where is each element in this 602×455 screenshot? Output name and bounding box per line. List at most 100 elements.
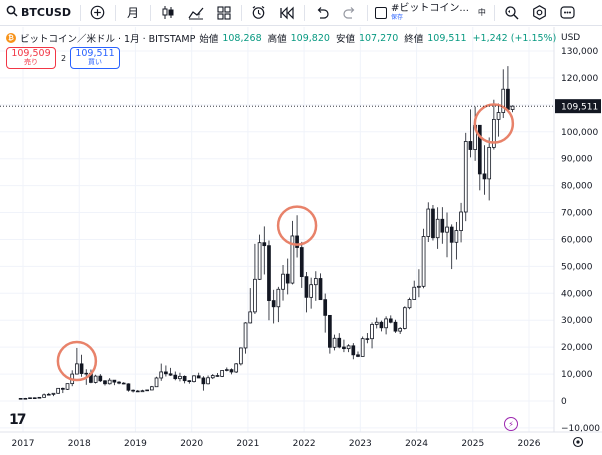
candle [384, 316, 388, 335]
undo-button[interactable] [308, 0, 336, 26]
alert-button[interactable] [245, 0, 273, 26]
candle-body [154, 377, 159, 388]
layout-menu-button[interactable]: #ビットコイン... 保存 [371, 0, 473, 26]
candle [182, 375, 187, 384]
candle [417, 269, 421, 298]
indicators-button[interactable]: f [182, 0, 210, 26]
fullscreen-button[interactable] [554, 0, 582, 26]
candle-body [276, 288, 281, 308]
candle-body [360, 338, 365, 357]
replay-button[interactable] [273, 0, 301, 26]
candle [487, 137, 492, 201]
candle-body [51, 392, 56, 395]
open-value: 108,268 [222, 32, 262, 44]
time-axis [0, 432, 602, 455]
symbol-search-button[interactable]: BTCUSD [0, 0, 77, 26]
settings-button[interactable] [526, 0, 554, 26]
x-tick-label: 2018 [68, 439, 91, 449]
candle-body [351, 345, 356, 356]
chart-type-button[interactable] [154, 0, 182, 26]
high-label: 高値 [267, 34, 287, 45]
candle [440, 207, 445, 244]
candle-body [365, 338, 370, 340]
candle-body [107, 379, 112, 385]
candle-body [140, 390, 145, 393]
candle [492, 99, 496, 150]
candle-body [201, 377, 206, 385]
candle-body [313, 278, 318, 286]
candle-body [126, 383, 131, 391]
interval-button[interactable]: 月 [119, 0, 147, 26]
candle [243, 322, 248, 354]
price-chart[interactable]: USD130,000120,000110,000100,00090,00080,… [0, 27, 602, 455]
candle [454, 221, 459, 260]
compare-symbol-button[interactable] [84, 0, 112, 26]
buy-button[interactable]: 109,511 買い [70, 47, 120, 69]
candle [496, 103, 501, 137]
candle-body [224, 369, 229, 371]
candle [290, 220, 295, 285]
candle [431, 205, 435, 241]
candle [313, 271, 318, 301]
quick-search-button[interactable] [498, 0, 526, 26]
replay-icon [280, 6, 294, 19]
candle-body [46, 393, 51, 396]
candle-body [75, 363, 79, 375]
candle [449, 224, 454, 270]
candle [459, 202, 463, 243]
candle-body [234, 363, 239, 373]
candle [299, 241, 304, 288]
plus-circle-icon [91, 5, 105, 20]
candle [285, 258, 290, 295]
candle-body [135, 390, 140, 393]
candle-body [384, 318, 388, 329]
redo-button[interactable] [336, 0, 364, 26]
candle [56, 387, 60, 394]
flash-icon[interactable]: ⚡ [504, 417, 518, 431]
candle [18, 398, 23, 400]
candle [281, 265, 285, 301]
y-tick-label: 120,000 [561, 74, 598, 84]
candle-body [421, 236, 426, 287]
chart-pane[interactable]: USD130,000120,000110,000100,00090,00080,… [0, 27, 602, 455]
axis-settings-icon[interactable] [572, 436, 584, 448]
candle [75, 347, 79, 375]
candle [28, 397, 32, 399]
candle-body [32, 397, 37, 399]
toolbar-divider [114, 4, 116, 21]
candle [501, 69, 506, 119]
candle [149, 385, 154, 391]
candle [337, 333, 342, 349]
candle-body [239, 347, 243, 365]
candle-body [393, 321, 398, 332]
highlight-circle [276, 205, 318, 246]
candle-body [492, 118, 496, 148]
candle [46, 392, 51, 396]
undo-icon [317, 6, 329, 19]
y-tick-label: 70,000 [561, 209, 593, 219]
candle-body [431, 208, 435, 239]
candle [135, 389, 140, 393]
candle-body [435, 218, 440, 239]
candle [196, 372, 201, 379]
candle-body [271, 300, 276, 308]
tradingview-logo[interactable]: 17 [9, 412, 27, 428]
y-tick-label: 90,000 [561, 155, 593, 165]
candle-body [18, 398, 23, 400]
candle [131, 389, 135, 393]
y-tick-label: 20,000 [561, 343, 593, 353]
misc-menu-button[interactable]: 中 [473, 0, 491, 26]
toolbar-divider [303, 4, 305, 21]
x-tick-label: 2026 [518, 439, 541, 449]
candle-body [468, 141, 473, 150]
interval-label: 月 [126, 6, 139, 20]
candle [178, 372, 182, 382]
sell-button[interactable]: 109,509 売り [6, 47, 56, 69]
candle [164, 365, 168, 377]
candle [351, 343, 356, 360]
legend-title[interactable]: ビットコイン／米ドル · 1月 · BITSTAMP [20, 34, 196, 45]
candle-body [145, 389, 150, 392]
layout-name: #ビットコイン... [390, 3, 469, 14]
candle-body [28, 397, 32, 399]
templates-button[interactable] [210, 0, 238, 26]
